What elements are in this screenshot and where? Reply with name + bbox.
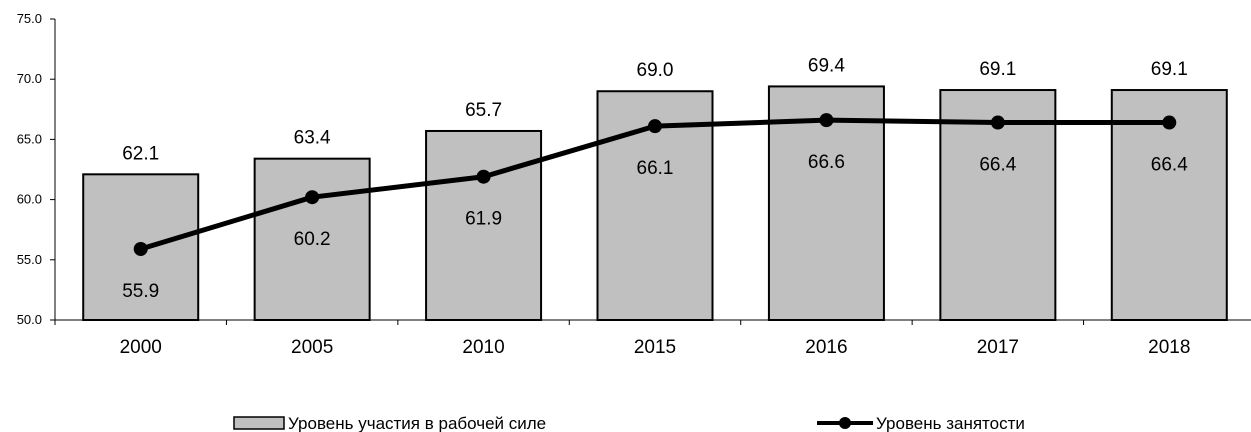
employment-point-2015 — [648, 119, 662, 134]
employment-point-2000 — [133, 241, 148, 256]
line-value-label: 66.4 — [979, 155, 1016, 176]
y-tick-label: 75.0 — [17, 11, 42, 26]
y-tick-label: 50.0 — [17, 312, 42, 327]
x-tick-label: 2018 — [1148, 337, 1190, 358]
axes-layer — [54, 19, 1251, 321]
x-tick-label: 2010 — [462, 337, 504, 358]
x-tick-label: 2016 — [805, 337, 847, 358]
legend-line-marker — [839, 417, 851, 429]
line-value-label: 66.1 — [637, 158, 674, 179]
line-value-label: 66.6 — [808, 152, 845, 173]
legend-bar-label: Уровень участия в рабочей силе — [288, 414, 546, 432]
employment-point-2018 — [1162, 115, 1177, 130]
bar-value-label: 69.1 — [1151, 59, 1188, 80]
x-tick-label: 2015 — [634, 337, 676, 358]
x-tick-label: 2000 — [120, 337, 162, 358]
y-ticks: 50.0 55.0 60.0 65.0 70.0 75.0 — [17, 11, 55, 327]
bar-value-label: 62.1 — [122, 143, 159, 164]
line-value-label: 61.9 — [465, 209, 502, 230]
y-tick-label: 60.0 — [17, 192, 42, 207]
line-value-label: 60.2 — [294, 229, 331, 250]
legend-line-label: Уровень занятости — [876, 414, 1025, 432]
employment-points — [133, 113, 1177, 256]
employment-point-2005 — [305, 190, 320, 205]
bar-2005 — [253, 157, 371, 321]
bar-data-labels: 62.1 63.4 65.7 69.0 69.4 69.1 69.1 — [122, 55, 1188, 164]
legend: Уровень участия в рабочей силе Уровень з… — [233, 414, 1025, 432]
bar-value-label: 69.4 — [808, 55, 845, 76]
x-ticks: 2000 2005 2010 2015 2016 2017 2018 — [54, 320, 1190, 358]
x-tick-label: 2017 — [977, 337, 1019, 358]
y-tick-label: 70.0 — [17, 71, 42, 86]
employment-point-2010 — [476, 169, 491, 184]
line-value-label: 55.9 — [122, 281, 159, 302]
x-tick-label: 2005 — [291, 337, 333, 358]
employment-point-2017 — [990, 115, 1005, 130]
bar-2010 — [425, 129, 543, 321]
line-data-labels: 55.9 60.2 61.9 66.1 66.6 66.4 66.4 — [122, 152, 1188, 302]
bar-value-label: 63.4 — [294, 128, 331, 149]
bar-value-label: 69.0 — [637, 60, 674, 81]
y-tick-label: 55.0 — [17, 252, 42, 267]
y-tick-label: 65.0 — [17, 131, 42, 146]
bar-value-label: 65.7 — [465, 100, 502, 121]
line-value-label: 66.4 — [1151, 155, 1188, 176]
employment-point-2016 — [819, 113, 834, 128]
bar-value-label: 69.1 — [979, 59, 1016, 80]
legend-bar-swatch — [233, 416, 285, 430]
